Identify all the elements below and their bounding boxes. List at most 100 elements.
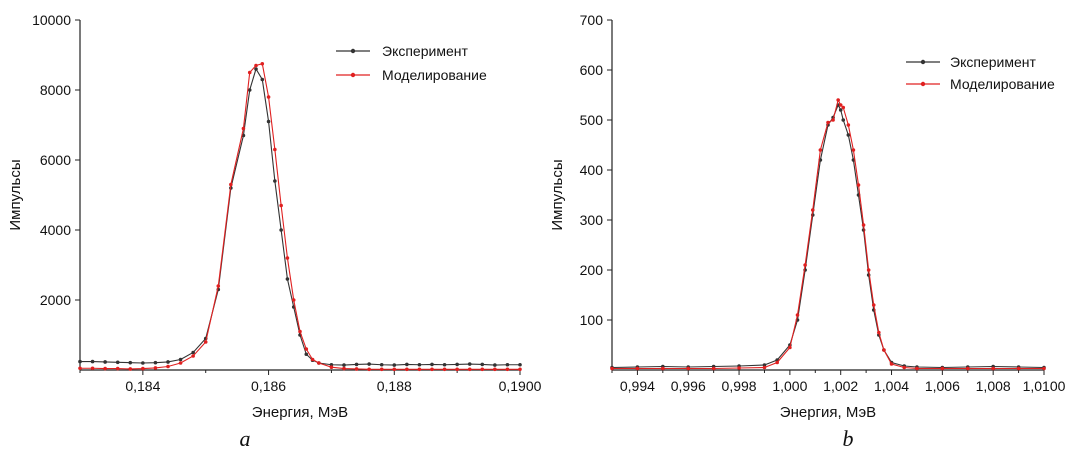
data-point — [203, 340, 208, 344]
y-axis-title: Импульсы — [7, 159, 24, 230]
data-point — [871, 303, 876, 307]
data-point — [304, 352, 309, 357]
data-point — [851, 148, 856, 152]
data-point — [78, 366, 82, 371]
y-tick-label: 100 — [580, 312, 604, 328]
data-point — [467, 362, 472, 366]
data-point — [291, 298, 296, 302]
data-point — [103, 366, 107, 371]
data-point — [836, 98, 840, 102]
data-point — [902, 365, 907, 370]
x-tick-label: 1,008 — [976, 378, 1011, 394]
data-point — [247, 70, 252, 75]
data-point — [153, 360, 158, 365]
data-point — [430, 362, 434, 367]
data-point — [279, 203, 283, 208]
x-axis-title: Энергия, МэВ — [252, 404, 348, 421]
data-point — [310, 357, 315, 362]
data-point — [103, 360, 107, 364]
data-point — [737, 366, 741, 370]
data-point — [241, 126, 246, 131]
x-tick-label: 0,188 — [377, 378, 412, 394]
y-tick-label: 600 — [580, 62, 604, 78]
data-point — [260, 61, 265, 66]
panel-letter: b — [843, 426, 854, 450]
data-point — [991, 366, 995, 371]
data-point — [841, 105, 846, 110]
y-tick-label: 4000 — [40, 222, 71, 238]
data-point — [518, 362, 522, 367]
data-point — [430, 367, 434, 372]
data-point — [861, 223, 866, 227]
x-tick-label: 1,000 — [772, 378, 807, 394]
x-tick-label: 1,0100 — [1023, 378, 1066, 394]
data-point — [178, 361, 183, 365]
data-point — [480, 362, 485, 367]
data-point — [216, 284, 221, 288]
data-point — [273, 179, 277, 183]
data-point — [505, 367, 510, 372]
data-point — [831, 118, 835, 122]
data-point — [866, 268, 871, 272]
data-point — [298, 329, 302, 334]
data-point — [442, 367, 447, 372]
data-point — [788, 345, 792, 350]
data-point — [128, 360, 133, 365]
data-point — [882, 348, 886, 352]
data-point — [90, 359, 95, 364]
data-point — [279, 228, 283, 232]
data-point — [940, 366, 945, 371]
x-tick-label: 0,996 — [671, 378, 706, 394]
data-point — [818, 148, 823, 152]
data-point — [354, 362, 359, 367]
x-tick-label: 0,1900 — [499, 378, 542, 394]
data-point — [166, 360, 170, 364]
data-point — [841, 118, 846, 122]
data-point — [442, 362, 447, 367]
legend-label: Моделирование — [382, 67, 487, 83]
data-point — [342, 366, 346, 371]
series-line-simulation — [612, 98, 1044, 370]
data-point — [354, 367, 359, 371]
data-point — [915, 366, 919, 371]
data-point — [1016, 366, 1021, 371]
data-point — [711, 366, 716, 371]
data-point — [493, 363, 497, 367]
y-tick-label: 500 — [580, 112, 604, 128]
data-point — [229, 182, 233, 187]
data-point — [115, 366, 120, 371]
data-point — [379, 367, 384, 372]
x-axis-title: Энергия, МэВ — [780, 404, 876, 421]
data-point — [856, 183, 861, 187]
data-point — [128, 367, 133, 371]
data-point — [762, 365, 767, 370]
y-tick-label: 200 — [580, 262, 604, 278]
data-point — [115, 360, 120, 365]
data-point — [260, 77, 265, 82]
data-point — [266, 119, 271, 124]
data-point — [455, 362, 459, 367]
data-point — [1042, 366, 1046, 371]
data-point — [405, 362, 409, 367]
data-point — [965, 366, 970, 371]
data-point — [153, 366, 158, 370]
data-point — [78, 359, 82, 364]
data-point — [877, 330, 881, 335]
y-axis-title: Импульсы — [549, 159, 566, 230]
data-point — [254, 67, 258, 71]
data-point — [810, 208, 815, 212]
legend-label: Моделирование — [950, 76, 1055, 92]
series-line-simulation — [80, 63, 520, 370]
data-point — [392, 363, 397, 367]
y-tick-label: 6000 — [40, 152, 71, 168]
data-point — [392, 367, 397, 372]
data-point — [889, 362, 894, 366]
data-point — [846, 123, 851, 127]
data-point — [317, 361, 321, 365]
data-point — [686, 366, 691, 371]
data-point — [247, 88, 252, 92]
data-point — [417, 362, 422, 367]
data-point — [304, 347, 309, 351]
data-point — [417, 367, 422, 372]
